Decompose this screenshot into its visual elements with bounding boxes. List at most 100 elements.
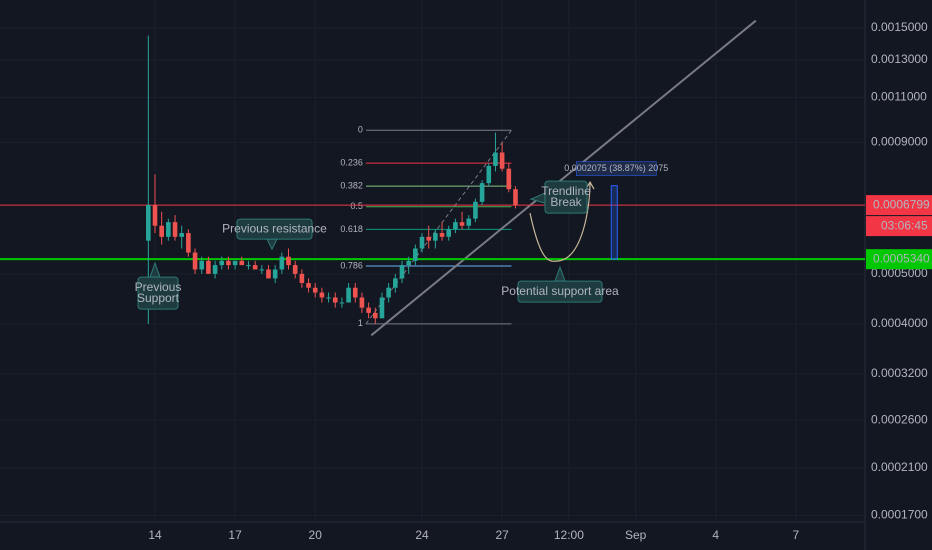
fib-level-label: 0.236 [340,158,363,168]
y-tick-label: 0.0015000 [871,20,928,34]
candle-body [326,297,331,299]
candle-body [366,307,371,313]
countdown-bg [866,216,932,237]
previous-resistance-box [236,218,313,240]
candle-body [473,201,478,219]
measure-label: 0.0002075 (38.87%) 2075 [564,163,668,173]
candle-body [479,183,485,202]
candle-body [419,236,425,249]
potential-support-box [517,280,603,303]
candle-body [372,312,378,319]
candle-body [212,265,218,274]
fib-level-label: 0.618 [340,224,363,234]
y-tick-label: 0.0009000 [871,135,928,149]
fib-level-label: 1 [358,318,363,328]
candle-body [352,287,358,298]
previous-support-text: Support [137,291,180,305]
candle-body [506,168,512,190]
candle-body [232,260,238,266]
candle-body [266,269,271,279]
candle-body [186,233,191,253]
price-label: 0.0006799 [873,197,930,211]
candle-body [172,222,178,237]
candle-body [339,302,345,304]
candle-body [272,269,278,279]
y-tick-label: 0.0011000 [871,90,927,104]
previous-support-box [137,276,179,310]
candle-body [439,233,445,237]
x-tick-label: 27 [495,528,509,542]
candle-body [379,297,385,319]
candle-body [226,260,231,266]
candle-body [312,287,318,293]
candle-body [393,278,398,288]
candle-body [179,233,185,237]
candle-body [319,292,325,298]
candle-body [433,233,438,241]
candle-body [453,222,458,230]
candle-body [499,152,505,169]
measure-bar [610,185,618,260]
candle-body [146,205,151,241]
candle-body [166,222,171,237]
candle-body [259,269,265,271]
candle-body [513,189,518,206]
y-tick-label: 0.0013000 [871,52,928,66]
price-label: 0.0005340 [873,251,930,265]
candle-body [239,260,245,266]
y-tick-label: 0.0002600 [871,412,928,426]
candle-body [279,256,285,270]
candle-body [286,256,291,266]
candle-body [199,260,205,270]
projection-arrow [529,183,591,262]
previous-resistance-text: Previous resistance [222,221,327,235]
fib-level-label: 0.5 [350,201,363,211]
candle-body [486,165,492,184]
candle-body [466,218,472,226]
potential-support-text: Potential support area [501,284,619,298]
y-tick-label: 0.0003200 [871,366,928,380]
candle-body [306,283,311,288]
y-tick-label: 0.0002100 [871,460,928,474]
x-tick-label: 17 [228,528,242,542]
x-tick-label: 12:00 [554,528,584,542]
candle-body [246,265,251,267]
fib-level-label: 0.382 [340,181,363,191]
fib-level-label: 0 [358,125,363,135]
trendline-break-text: Trendline [541,184,591,198]
x-tick-label: 7 [792,528,799,542]
candle-body [332,297,338,303]
y-tick-label: 0.0004000 [871,316,928,330]
y-tick-label: 0.0005000 [871,266,928,280]
candle-body [192,252,198,270]
candle-body [426,236,431,241]
candle-body [292,265,298,274]
x-tick-label: Sep [625,528,647,542]
trendline [370,19,757,337]
fib-diagonal [365,129,512,325]
measure-label-bg [576,161,657,176]
candle-body [459,222,465,226]
candle-body [299,273,305,284]
x-tick-label: 24 [415,528,429,542]
trendline-break-box [544,180,588,214]
candle-body [446,229,452,237]
x-tick-label: 20 [309,528,323,542]
candle-body [386,287,391,298]
candle-body [252,265,258,270]
x-tick-label: 14 [148,528,162,542]
candle-body [399,265,405,279]
price-label-bg [866,195,932,216]
x-tick-label: 4 [712,528,719,542]
countdown: 03:06:45 [881,218,928,232]
candle-body [152,205,158,226]
candle-body [413,248,418,261]
candle-body [406,260,411,266]
candle-body [206,260,211,274]
y-tick-label: 0.0001700 [871,507,928,521]
candle-body [219,260,225,266]
candle-body [346,287,351,303]
candle-body [359,297,365,308]
